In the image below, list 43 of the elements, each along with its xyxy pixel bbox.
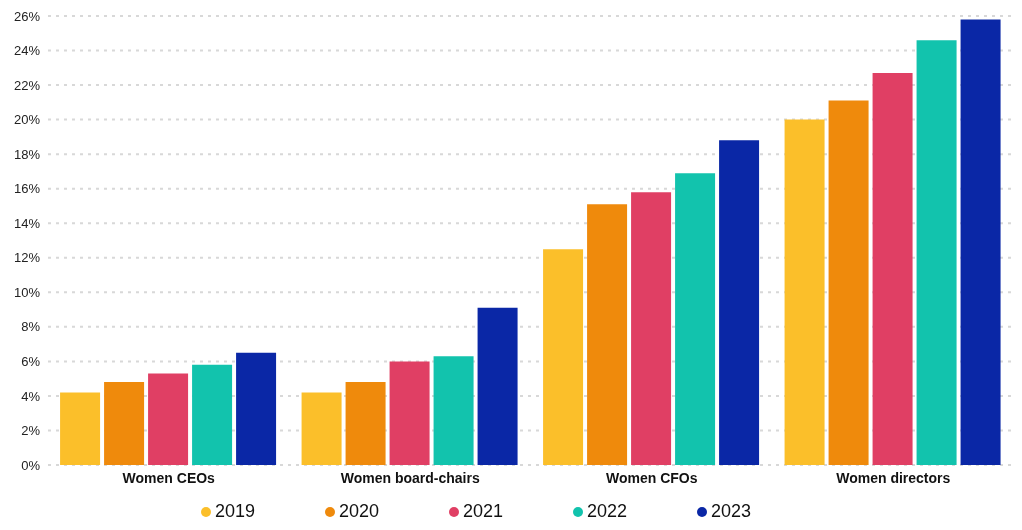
bar <box>872 72 913 465</box>
y-tick-label: 12% <box>13 250 41 266</box>
y-tick-label: 24% <box>13 43 41 59</box>
bar <box>192 364 233 465</box>
legend-label: 2022 <box>587 501 628 521</box>
bar <box>675 173 716 465</box>
y-tick-label: 22% <box>13 77 41 93</box>
x-tick-label: Women board-chairs <box>340 469 480 486</box>
bar <box>301 392 342 465</box>
bar <box>236 352 277 465</box>
legend-label: 2019 <box>214 501 255 521</box>
y-tick-label: 8% <box>21 319 41 335</box>
bar <box>60 392 101 465</box>
legend-label: 2021 <box>462 501 504 521</box>
y-tick-label: 16% <box>13 181 41 197</box>
legend-label: 2023 <box>711 501 752 521</box>
y-tick-label: 14% <box>13 215 41 231</box>
bar <box>719 140 760 465</box>
legend-label: 2020 <box>338 501 379 521</box>
bar <box>345 382 386 465</box>
y-tick-label: 10% <box>13 284 41 300</box>
bar <box>389 361 430 465</box>
bar <box>104 382 145 465</box>
y-tick-label: 2% <box>21 423 41 439</box>
y-tick-label: 4% <box>21 388 41 404</box>
y-tick-label: 6% <box>21 354 41 369</box>
bar <box>828 100 869 465</box>
y-tick-label: 26% <box>13 8 41 24</box>
x-tick-label: Women directors <box>836 469 951 486</box>
bar <box>784 119 825 465</box>
y-tick-label: 0% <box>21 457 41 473</box>
bar <box>631 192 672 465</box>
x-tick-label: Women CEOs <box>122 469 216 486</box>
x-tick-label: Women CFOs <box>605 469 698 486</box>
bar <box>916 40 957 465</box>
y-tick-label: 18% <box>13 146 41 162</box>
bar <box>477 307 518 465</box>
bar <box>587 204 628 465</box>
y-tick-label: 20% <box>13 112 41 128</box>
bar <box>148 373 189 465</box>
bar <box>543 249 584 465</box>
bar <box>960 19 1001 465</box>
bar <box>433 356 474 465</box>
